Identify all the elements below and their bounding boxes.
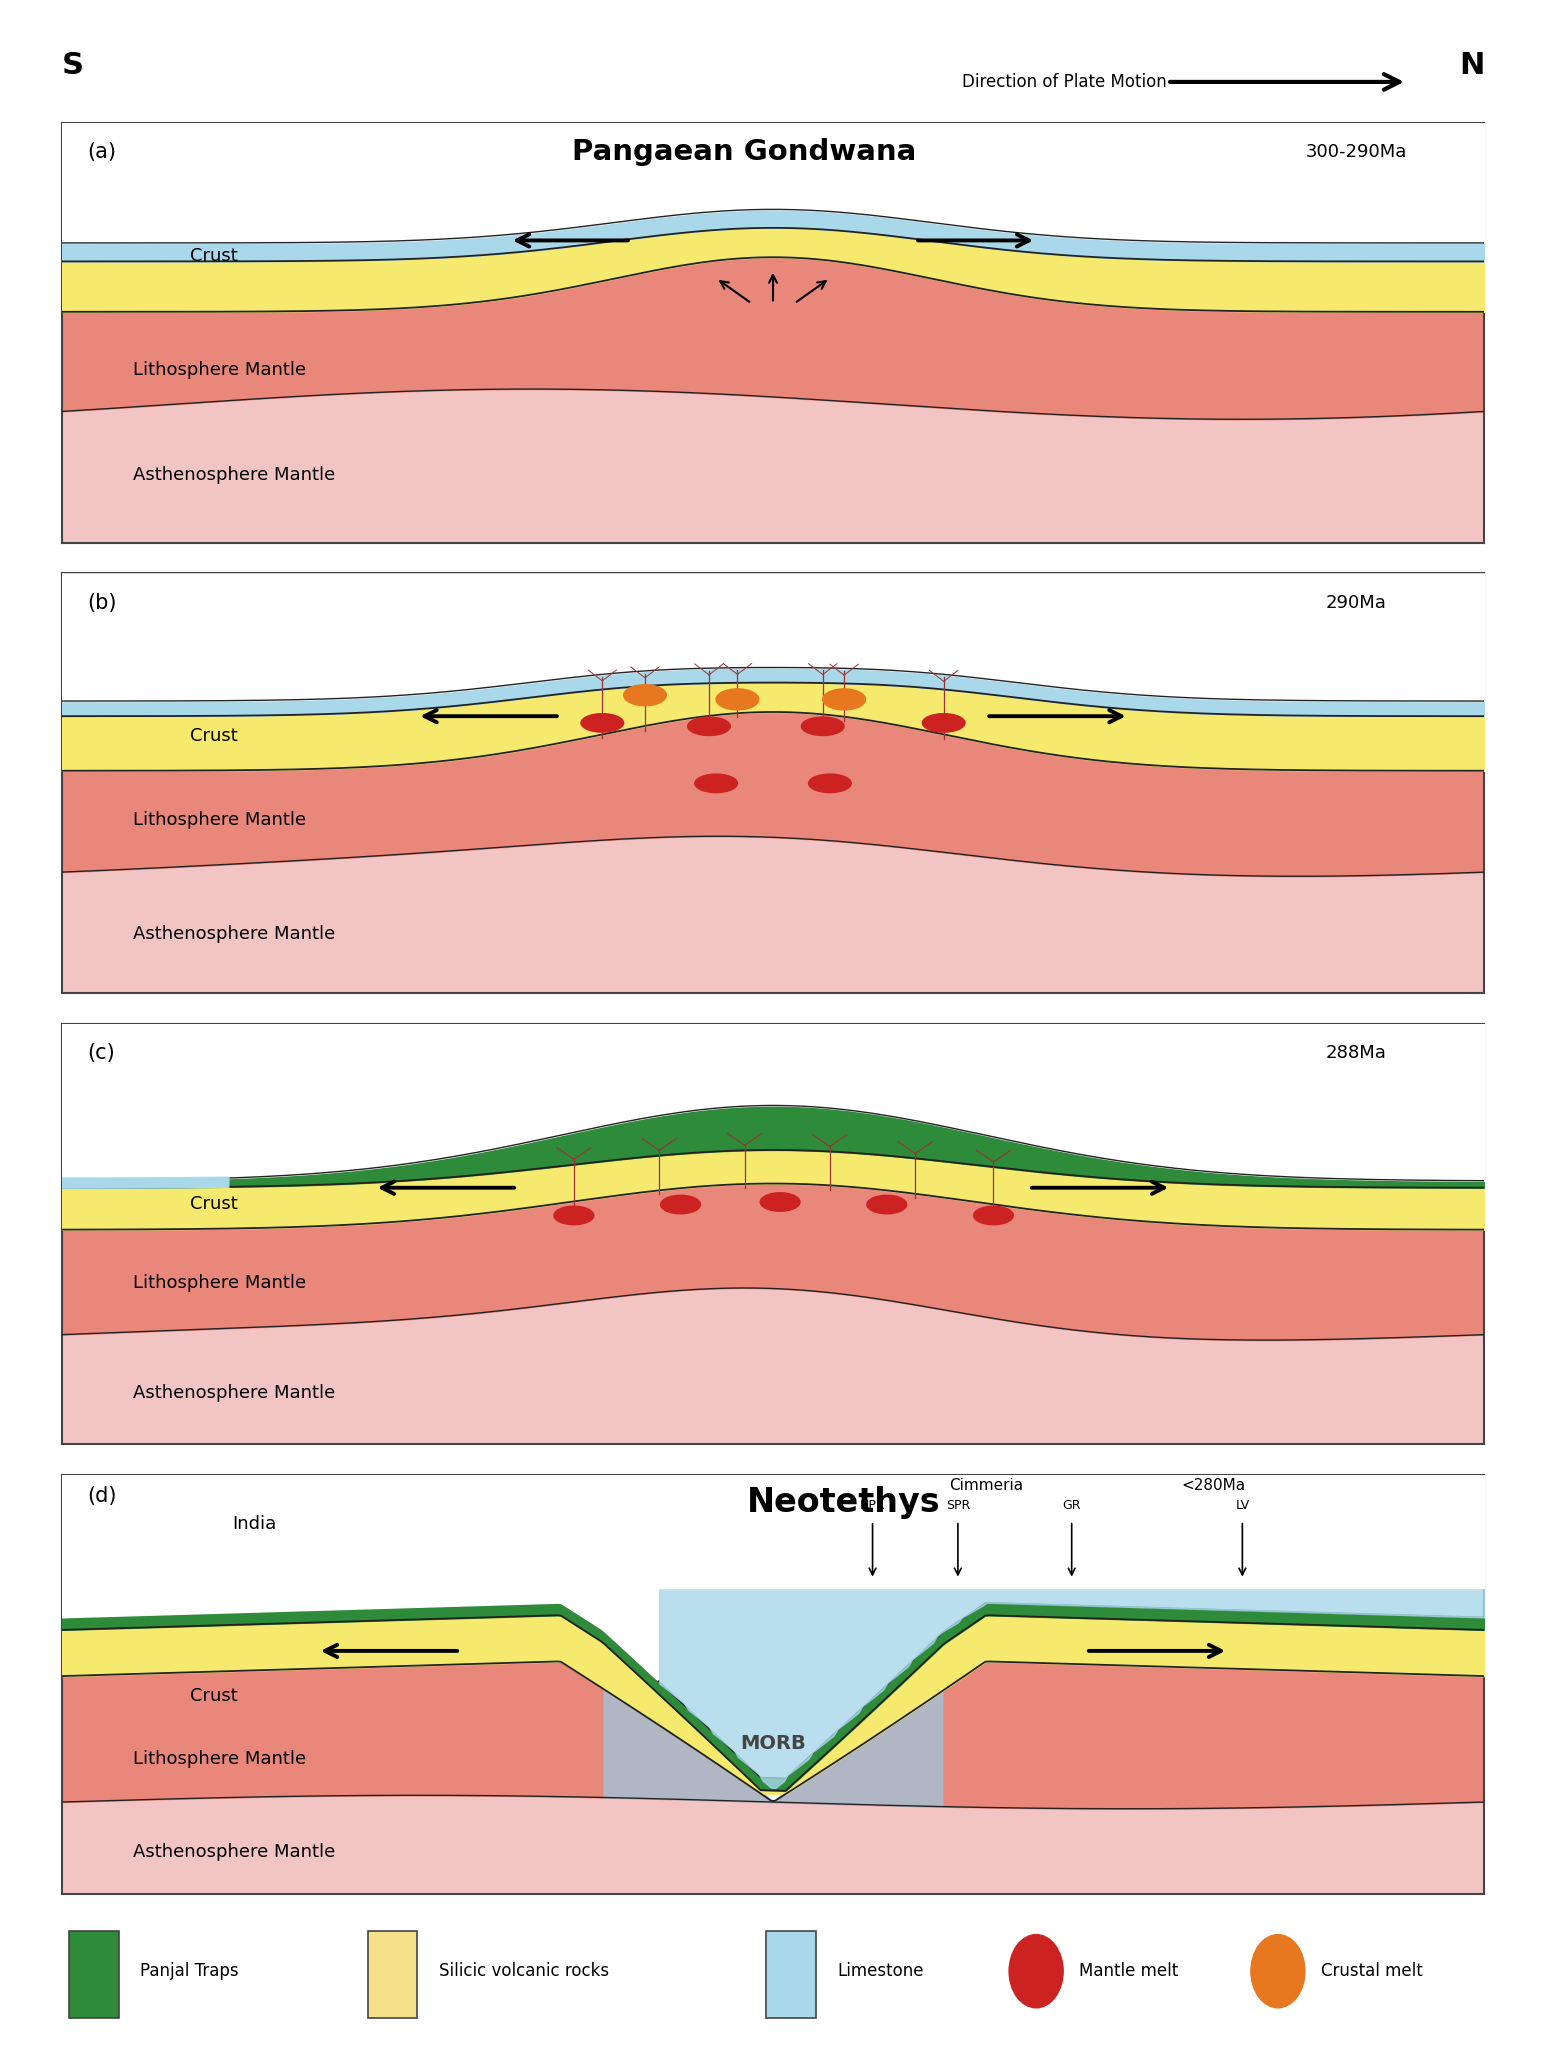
Text: (d): (d)	[88, 1485, 117, 1505]
Text: Asthenosphere Mantle: Asthenosphere Mantle	[133, 1384, 335, 1401]
Text: (c): (c)	[88, 1042, 116, 1063]
Ellipse shape	[1251, 1935, 1305, 2007]
Text: Crustal melt: Crustal melt	[1320, 1962, 1422, 1980]
Text: Crust: Crust	[190, 727, 238, 745]
Bar	[70, 1931, 119, 2017]
Text: Lithosphere Mantle: Lithosphere Mantle	[133, 1274, 306, 1292]
Text: Pangaean Gondwana: Pangaean Gondwana	[572, 139, 917, 166]
Text: (b): (b)	[88, 592, 117, 612]
Ellipse shape	[688, 717, 730, 735]
Text: Neotethys: Neotethys	[747, 1487, 942, 1520]
Text: LV: LV	[1235, 1499, 1249, 1511]
Text: Silicic volcanic rocks: Silicic volcanic rocks	[439, 1962, 609, 1980]
Text: Mantle melt: Mantle melt	[1079, 1962, 1178, 1980]
Text: Crust: Crust	[190, 1194, 238, 1212]
Text: S: S	[62, 51, 83, 80]
Text: Direction of Plate Motion: Direction of Plate Motion	[963, 74, 1167, 90]
Text: GR: GR	[1062, 1499, 1081, 1511]
Ellipse shape	[923, 713, 965, 731]
Text: 300-290Ma: 300-290Ma	[1305, 143, 1407, 162]
Text: Crust: Crust	[190, 1688, 238, 1706]
Text: N: N	[1459, 51, 1484, 80]
Text: Crust: Crust	[190, 248, 238, 266]
Text: 288Ma: 288Ma	[1326, 1044, 1387, 1063]
Text: Cimmeria: Cimmeria	[949, 1479, 1023, 1493]
Ellipse shape	[801, 717, 844, 735]
Text: (a): (a)	[88, 141, 116, 162]
Text: India: India	[232, 1516, 277, 1534]
Text: Asthenosphere Mantle: Asthenosphere Mantle	[133, 926, 335, 942]
Ellipse shape	[660, 1196, 700, 1214]
Text: Asthenosphere Mantle: Asthenosphere Mantle	[133, 465, 335, 483]
Ellipse shape	[553, 1206, 594, 1225]
Text: Lithosphere Mantle: Lithosphere Mantle	[133, 1751, 306, 1767]
Text: Limestone: Limestone	[836, 1962, 923, 1980]
Ellipse shape	[867, 1196, 906, 1214]
Text: 290Ma: 290Ma	[1326, 594, 1387, 612]
Ellipse shape	[761, 1192, 799, 1210]
Ellipse shape	[822, 688, 866, 711]
Ellipse shape	[623, 684, 666, 707]
Ellipse shape	[694, 774, 737, 793]
Text: Lithosphere Mantle: Lithosphere Mantle	[133, 811, 306, 829]
Bar	[765, 1931, 816, 2017]
Text: Panjal Traps: Panjal Traps	[141, 1962, 238, 1980]
Text: MORB: MORB	[741, 1735, 805, 1753]
Text: Asthenosphere Mantle: Asthenosphere Mantle	[133, 1843, 335, 1862]
Bar	[368, 1931, 417, 2017]
Text: <280Ma: <280Ma	[1181, 1479, 1246, 1493]
Ellipse shape	[809, 774, 852, 793]
Ellipse shape	[716, 688, 759, 711]
Text: NPR: NPR	[860, 1499, 886, 1511]
Ellipse shape	[1010, 1935, 1064, 2007]
Text: SPR: SPR	[946, 1499, 969, 1511]
Text: Lithosphere Mantle: Lithosphere Mantle	[133, 360, 306, 379]
Ellipse shape	[974, 1206, 1013, 1225]
Ellipse shape	[581, 713, 623, 731]
